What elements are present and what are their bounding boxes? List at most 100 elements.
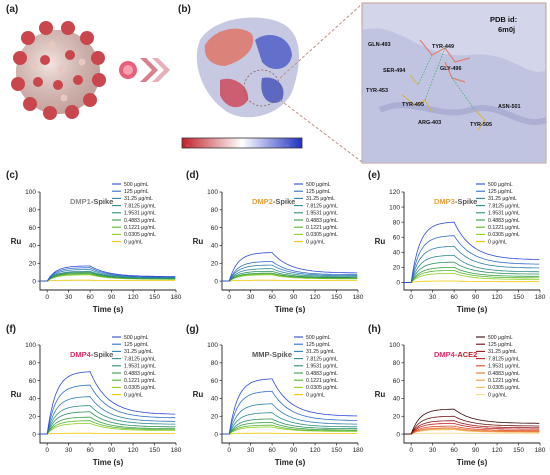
y-tick-label: 80 bbox=[29, 207, 37, 214]
x-tick-label: 150 bbox=[331, 294, 342, 301]
y-tick-label: 100 bbox=[207, 189, 218, 196]
series-line bbox=[40, 371, 176, 435]
y-tick-label: 100 bbox=[389, 204, 400, 211]
x-tick-label: 90 bbox=[472, 447, 480, 454]
x-axis-label: Time (s) bbox=[457, 458, 488, 467]
x-tick-label: 150 bbox=[513, 294, 524, 301]
x-tick-label: 0 bbox=[409, 447, 413, 454]
x-axis-label: Time (s) bbox=[275, 305, 306, 314]
series-line bbox=[404, 245, 540, 283]
y-tick-label: 100 bbox=[207, 342, 218, 349]
x-tick-label: 120 bbox=[492, 447, 503, 454]
x-tick-label: 90 bbox=[290, 447, 298, 454]
pdb-label: PDB id: bbox=[490, 15, 517, 24]
chart-title: DMP4-Spike bbox=[70, 350, 113, 359]
legend-label: 1.9531 μg/mL bbox=[306, 211, 338, 217]
y-tick-label: 40 bbox=[393, 250, 401, 257]
x-axis-label: Time (s) bbox=[275, 458, 306, 467]
x-tick-label: 90 bbox=[108, 447, 116, 454]
legend-label: 500 μg/mL bbox=[124, 335, 149, 341]
series-line bbox=[404, 408, 540, 435]
legend-label: 125 μg/mL bbox=[488, 189, 513, 195]
series-line bbox=[404, 427, 540, 435]
y-tick-label: 60 bbox=[211, 378, 219, 385]
panel-label-e: (e) bbox=[368, 170, 381, 181]
series-line bbox=[222, 412, 358, 435]
legend-label: 0.0305 μg/mL bbox=[488, 232, 520, 238]
chart-title: MMP-Spike bbox=[252, 350, 292, 359]
legend-label: 31.25 μg/mL bbox=[124, 196, 153, 202]
series-line bbox=[404, 432, 540, 435]
legend-label: 31.25 μg/mL bbox=[306, 196, 335, 202]
legend-label: 7.8125 μg/mL bbox=[306, 356, 338, 362]
legend-label: 500 μg/mL bbox=[306, 182, 331, 188]
panel-label-b: (b) bbox=[178, 4, 191, 15]
x-tick-label: 180 bbox=[353, 294, 364, 301]
x-tick-label: 30 bbox=[247, 294, 255, 301]
chart-svg: 0 30 60 90 120 150 180 0 20 40 60 80 100 Time (s) Ru DM… bbox=[11, 182, 182, 314]
x-tick-label: 60 bbox=[86, 294, 94, 301]
y-tick-label: 60 bbox=[211, 225, 219, 232]
axes bbox=[39, 345, 176, 444]
series-line bbox=[222, 274, 358, 282]
y-tick-label: 0 bbox=[396, 431, 400, 438]
x-axis-label: Time (s) bbox=[93, 305, 124, 314]
y-tick-label: 120 bbox=[389, 189, 400, 196]
x-tick-label: 30 bbox=[65, 447, 73, 454]
x-tick-label: 0 bbox=[45, 447, 49, 454]
y-tick-label: 40 bbox=[211, 396, 219, 403]
y-tick-label: 0 bbox=[32, 278, 36, 285]
legend-label: 31.25 μg/mL bbox=[306, 349, 335, 355]
x-tick-label: 60 bbox=[268, 294, 276, 301]
y-axis-label: Ru bbox=[193, 237, 204, 246]
series-line bbox=[222, 268, 358, 282]
legend-label: 500 μg/mL bbox=[488, 182, 513, 188]
x-tick-label: 30 bbox=[65, 294, 73, 301]
y-tick-label: 20 bbox=[393, 413, 401, 420]
y-axis-label: Ru bbox=[11, 390, 22, 399]
legend-label: 0 μg/mL bbox=[488, 239, 507, 245]
x-tick-label: 0 bbox=[45, 294, 49, 301]
x-tick-label: 120 bbox=[128, 294, 139, 301]
y-tick-label: 80 bbox=[211, 207, 219, 214]
series-line bbox=[40, 270, 176, 282]
residue-label: GLY-496 bbox=[440, 66, 462, 72]
y-tick-label: 60 bbox=[393, 378, 401, 385]
y-tick-label: 60 bbox=[393, 234, 401, 241]
series-line bbox=[40, 423, 176, 435]
legend-label: 1.9531 μg/mL bbox=[124, 364, 156, 370]
legend-label: 0.0305 μg/mL bbox=[488, 385, 520, 391]
chart-e: 0 30 60 90 120 150 180 0 20 40 60 80 100 120 Time (s) R… bbox=[368, 170, 546, 320]
y-tick-label: 0 bbox=[214, 278, 218, 285]
chart-f: 0 30 60 90 120 150 180 0 20 40 60 80 100 Time (s) Ru DM… bbox=[4, 323, 182, 473]
series-line bbox=[222, 390, 358, 435]
y-axis-label: Ru bbox=[11, 237, 22, 246]
x-tick-label: 0 bbox=[227, 294, 231, 301]
x-tick-label: 120 bbox=[310, 294, 321, 301]
x-tick-label: 180 bbox=[171, 447, 182, 454]
y-tick-label: 40 bbox=[393, 396, 401, 403]
series-line bbox=[404, 270, 540, 283]
binding-arrow bbox=[119, 58, 170, 82]
axes bbox=[221, 345, 358, 444]
x-tick-label: 90 bbox=[108, 294, 116, 301]
y-tick-label: 20 bbox=[393, 265, 401, 272]
y-tick-label: 40 bbox=[211, 243, 219, 250]
axes bbox=[403, 345, 540, 444]
legend-label: 7.8125 μg/mL bbox=[124, 356, 156, 362]
y-axis-label: Ru bbox=[375, 390, 386, 399]
chart-g: 0 30 60 90 120 150 180 0 20 40 60 80 100 Time (s) Ru MM… bbox=[186, 323, 364, 473]
legend-label: 0.0305 μg/mL bbox=[306, 232, 338, 238]
chart-svg: 0 30 60 90 120 150 180 0 20 40 60 80 100 Time (s) Ru MM… bbox=[193, 335, 364, 467]
binding-site-zoom: PDB id: 6m0j GLN-493 TYR-449 SER-494 GLY… bbox=[361, 2, 548, 164]
x-tick-label: 150 bbox=[331, 447, 342, 454]
legend-label: 0 μg/mL bbox=[306, 392, 325, 398]
figure-top-illustrations: ... ... PDB id: 6m0j GLN-493 TYR-449 SER… bbox=[11, 2, 548, 164]
legend-label: 7.8125 μg/mL bbox=[488, 356, 520, 362]
series-line bbox=[222, 279, 358, 282]
panel-label-d: (d) bbox=[186, 170, 199, 181]
chart-title: DMP3-Spike bbox=[434, 197, 477, 206]
series-line bbox=[40, 265, 176, 282]
series-line bbox=[40, 271, 176, 282]
legend-label: 1.9531 μg/mL bbox=[488, 211, 520, 217]
